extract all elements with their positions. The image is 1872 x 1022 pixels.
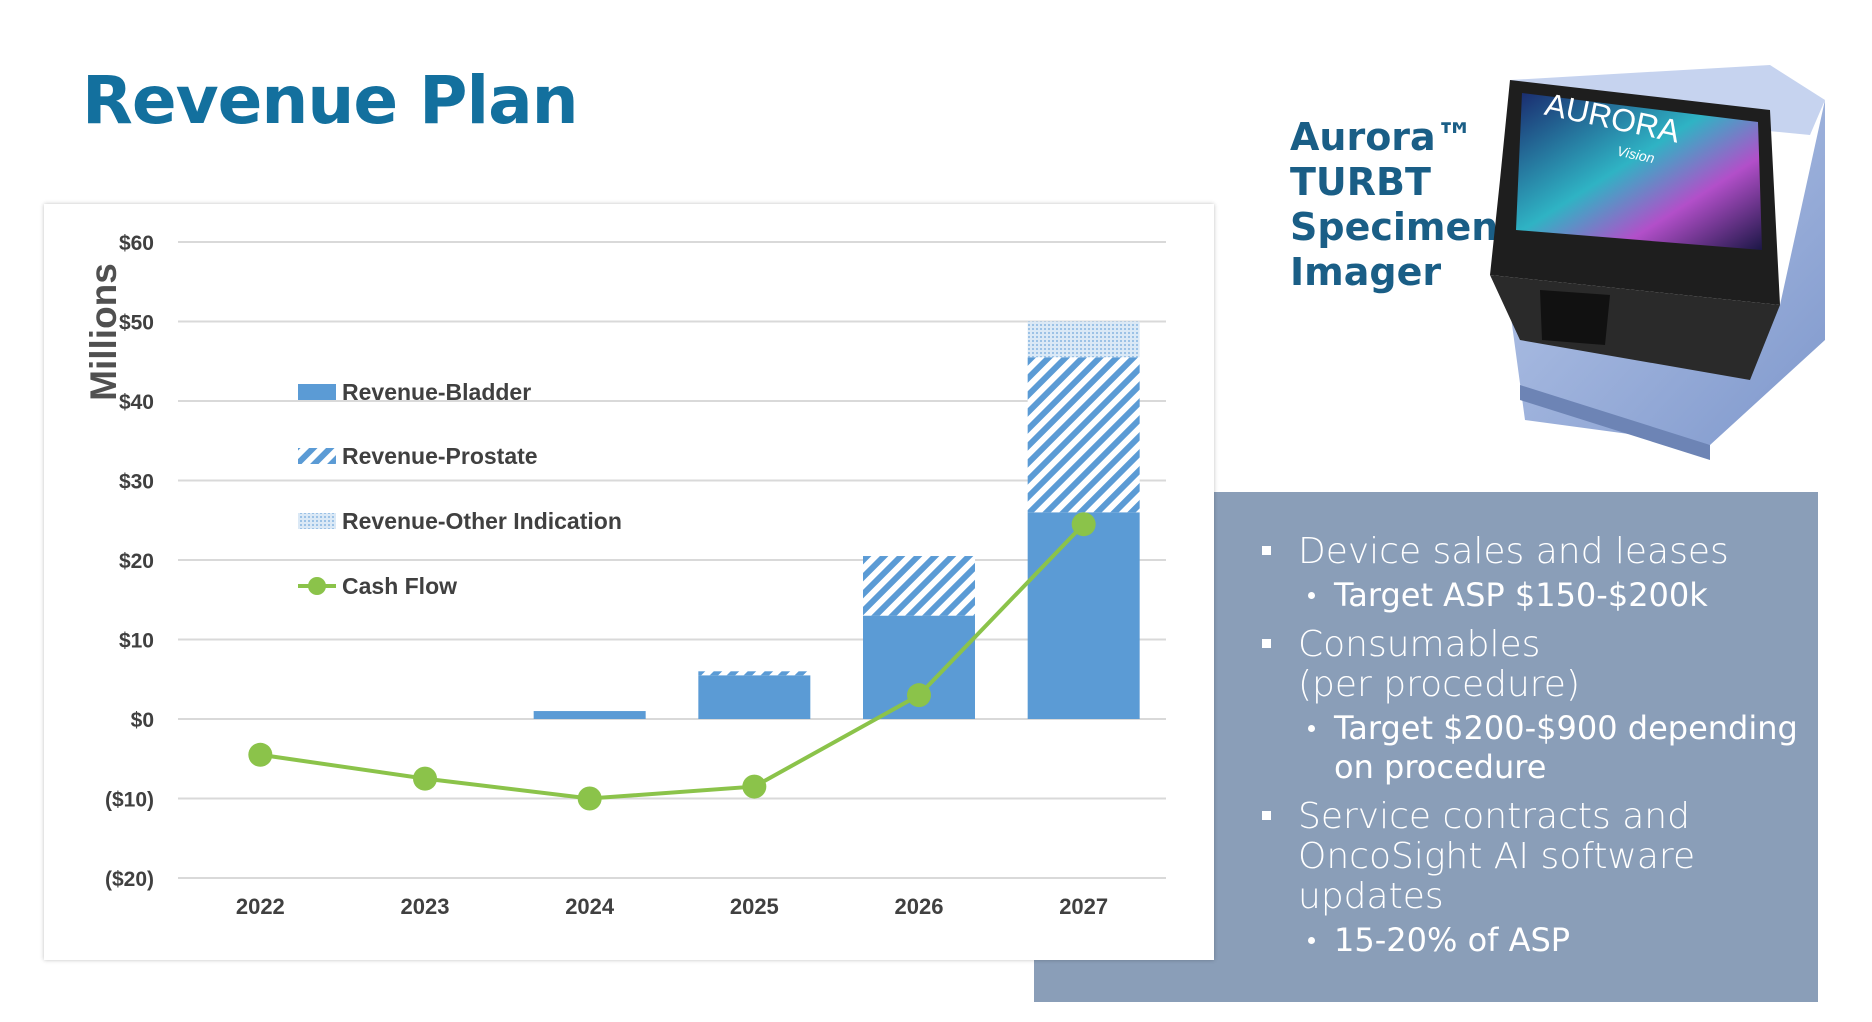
bullet-text: Service contracts and OncoSight AI softw… [1298,796,1696,917]
bullet-item: Consumables (per procedure) [1262,625,1598,705]
bar-revenue-prostate [1027,357,1140,513]
y-tick-label: $40 [119,391,154,414]
legend-label: Revenue-Bladder [342,379,531,405]
x-tick-label: 2024 [565,894,615,919]
legend-label: Revenue-Other Indication [342,508,622,534]
cash-flow-point [907,683,931,708]
x-tick-label: 2022 [236,894,285,919]
bar-revenue-other-indication [1027,321,1140,358]
bar-revenue-bladder [698,675,811,719]
x-tick-label: 2026 [895,894,944,919]
square-bullet-icon [1262,546,1271,555]
cash-flow-point [248,742,273,767]
sub-bullet-text: Target ASP $150-$200k [1334,576,1708,614]
sub-bullet-item: Target ASP $150-$200k [1262,576,1802,615]
y-tick-label: $10 [119,630,154,653]
dot-bullet-icon [1308,725,1315,732]
dot-bullet-icon [1308,592,1315,599]
bullet-item: Service contracts and OncoSight AI softw… [1262,797,1778,917]
x-tick-label: 2023 [401,894,450,919]
sub-bullet-item: 15-20% of ASP [1262,921,1802,960]
aurora-imager-device-image: AURORA Vision [1490,65,1825,460]
cash-flow-point [577,786,602,811]
device-caption-line: TURBT [1290,160,1431,204]
sub-bullet-text: Target $200-$900 depending on procedure [1334,709,1798,786]
revenue-chart: ($20) ($10) $0 $10 $20 $30 $40 $50 $60 Millions 20… [83,232,1166,919]
legend-swatch [298,448,336,464]
bullet-text: Device sales and leases [1298,531,1729,572]
revenue-chart-card: ($20) ($10) $0 $10 $20 $30 $40 $50 $60 Millions 20… [44,204,1214,960]
device-screen [1516,93,1762,250]
dot-bullet-icon [1308,937,1315,944]
bar-revenue-bladder [1027,512,1140,719]
x-tick-label: 2027 [1059,894,1108,919]
y-tick-label: $20 [119,550,154,573]
y-tick-label: $50 [119,312,154,335]
bar-revenue-prostate [863,556,975,616]
cash-flow-point [1071,512,1096,537]
bar-revenue-bladder [533,711,646,719]
device-screen-subbrand: Vision [1616,143,1657,167]
device-caption: Aurora™ TURBT Specimen Imager [1290,115,1498,295]
bullet-text: Consumables (per procedure) [1298,624,1580,705]
legend-label: Revenue-Prostate [342,443,538,469]
cash-flow-line [260,522,1086,801]
cash-flow-point [413,766,437,791]
device-caption-line: Specimen [1290,205,1499,249]
y-tick-label: ($20) [105,868,154,891]
cash-flow-point [742,774,767,799]
sub-bullet-text: 15-20% of ASP [1334,921,1571,959]
device-caption-line: Aurora™ [1290,115,1474,159]
bullet-item: Device sales and leases [1262,532,1802,572]
legend-swatch [298,513,336,529]
square-bullet-icon [1262,811,1271,820]
legend-label: Cash Flow [342,573,457,599]
y-tick-label: $0 [131,709,154,732]
y-tick-label: ($10) [105,789,154,812]
legend-swatch-marker [308,577,326,595]
square-bullet-icon [1262,639,1271,648]
x-tick-label: 2025 [730,894,779,919]
sub-bullet-item: Target $200-$900 depending on procedure [1262,709,1804,787]
page-title: Revenue Plan [82,62,579,139]
device-caption-line: Imager [1290,250,1442,294]
bar-revenue-prostate [698,671,811,676]
y-axis-title: Millions [83,263,124,401]
y-tick-label: $60 [119,232,154,255]
bullet-list: Device sales and leases Target ASP $150-… [1262,532,1802,970]
y-tick-label: $30 [119,471,154,494]
legend-swatch [298,384,336,400]
